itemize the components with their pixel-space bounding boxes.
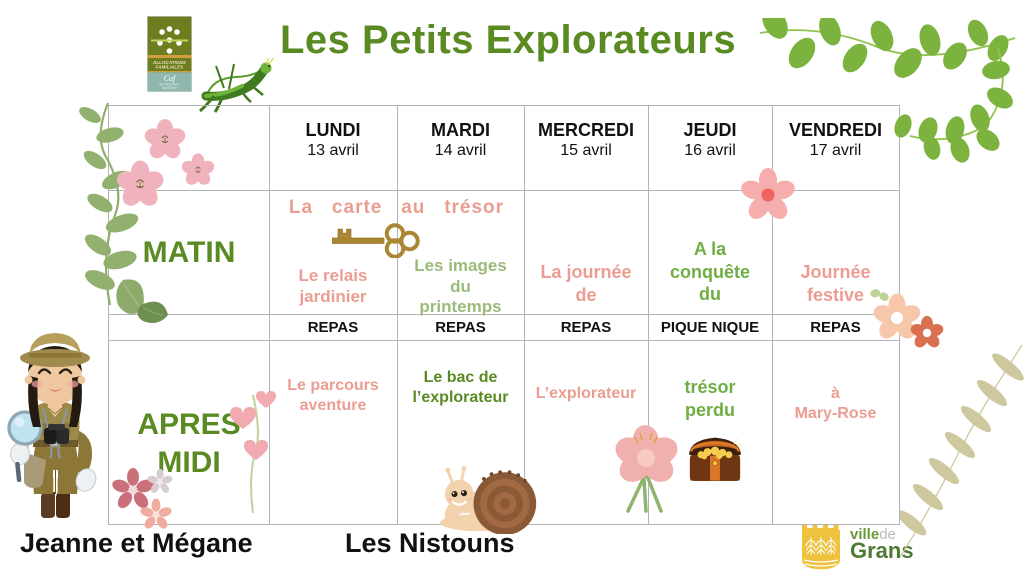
svg-text:du-Rhône: du-Rhône [162,86,177,90]
svg-text:FAMILIALES: FAMILIALES [156,65,184,70]
